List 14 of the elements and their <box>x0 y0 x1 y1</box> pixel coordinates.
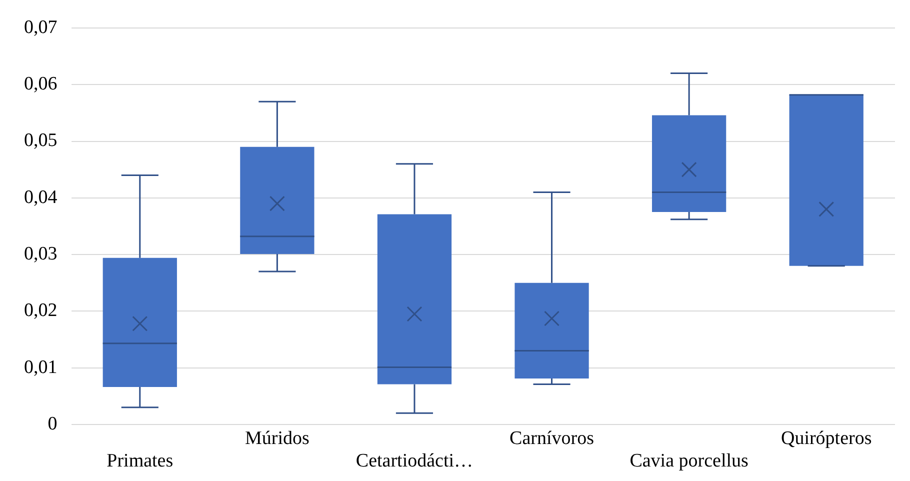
x-tick-label: Cetartiodácti… <box>356 450 474 472</box>
y-tick-label: 0,06 <box>24 74 58 95</box>
y-tick-label: 0,04 <box>24 186 58 208</box>
y-tick-label: 0 <box>48 413 58 434</box>
x-tick-label: Cavia porcellus <box>630 450 748 472</box>
x-tick-label: Primates <box>106 450 174 472</box>
x-tick-label: Carnívoros <box>510 428 594 449</box>
y-tick-label: 0,02 <box>24 300 58 322</box>
x-tick-label: Quirópteros <box>780 428 872 449</box>
y-tick-label: 0,05 <box>24 130 58 152</box>
x-tick-label: Múridos <box>244 428 310 449</box>
y-tick-label: 0,01 <box>24 356 58 378</box>
y-tick-label: 0,07 <box>24 16 58 38</box>
y-tick-label: 0,03 <box>24 244 58 264</box>
